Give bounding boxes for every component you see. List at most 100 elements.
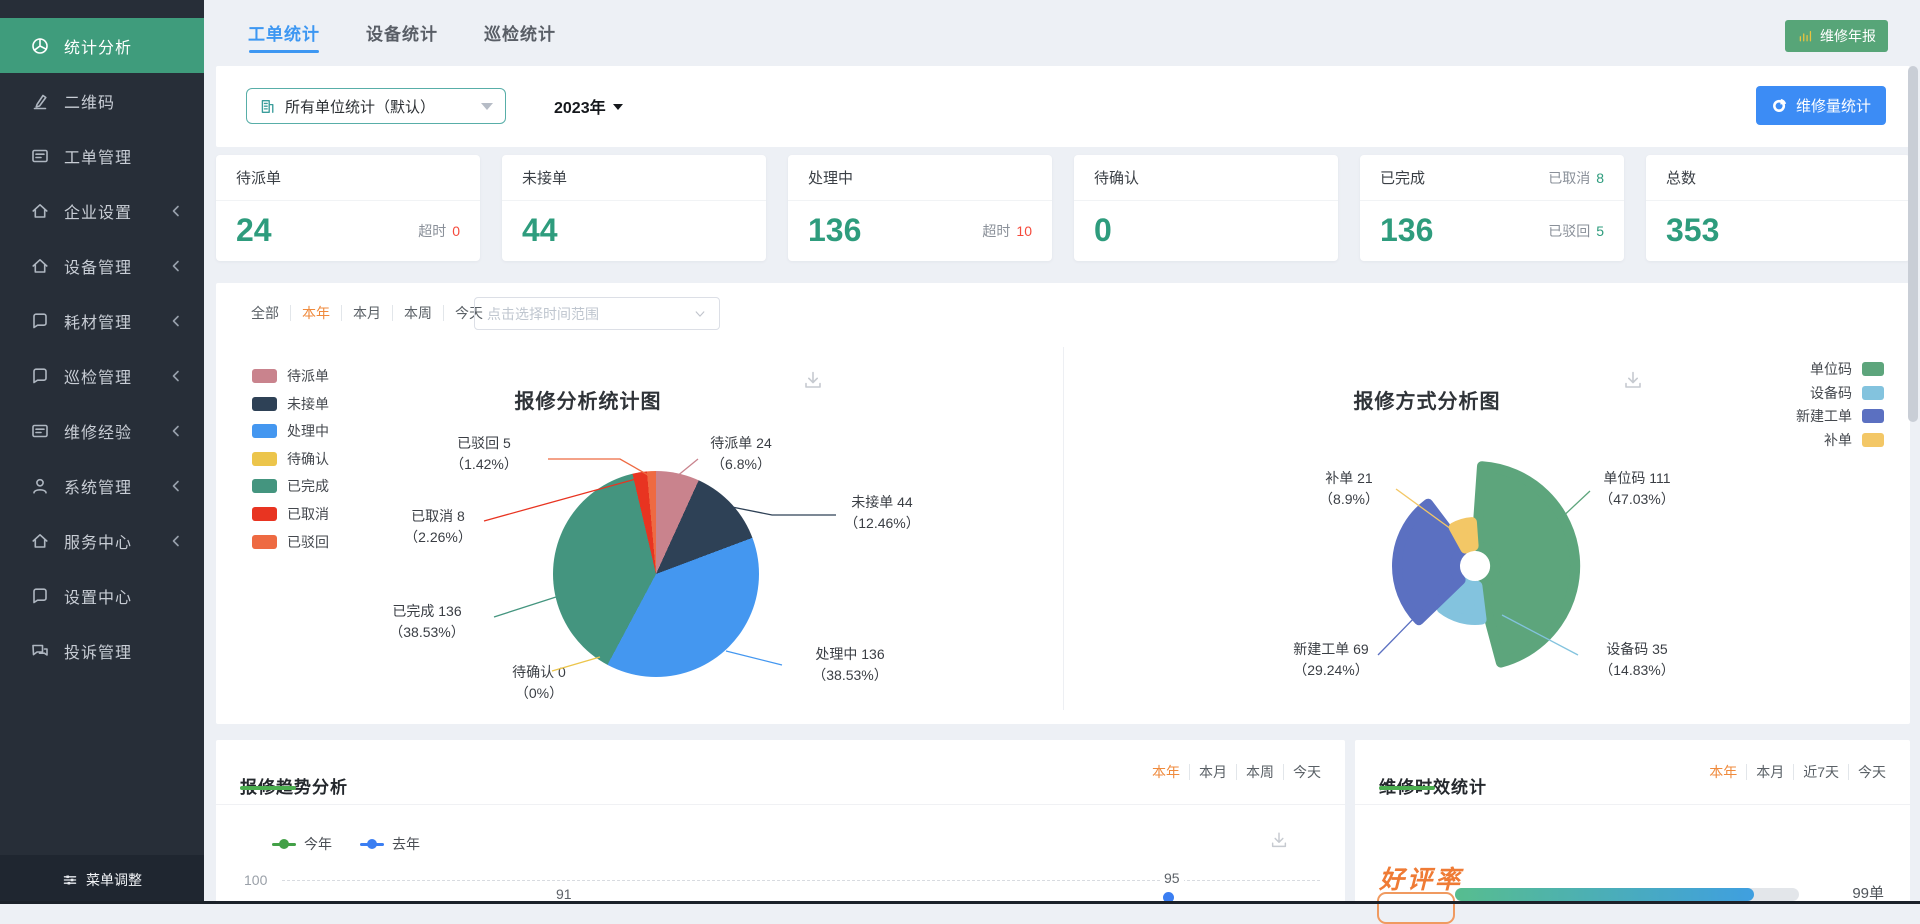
year-filter-select[interactable]: 2023年 (554, 94, 623, 118)
divider (216, 804, 1345, 805)
sidebar-item[interactable]: 设备管理 (0, 238, 204, 293)
sidebar-item[interactable]: 投诉管理 (0, 623, 204, 678)
download-icon[interactable] (802, 369, 824, 391)
efficiency-tab[interactable]: 近7天 (1793, 764, 1848, 780)
top-tab[interactable]: 巡检统计 (484, 25, 556, 44)
sidebar-item[interactable]: 巡检管理 (0, 348, 204, 403)
chart-divider (1063, 347, 1064, 710)
rose-label: 补单 21 （8.9%） (1319, 470, 1379, 507)
sidebar-item-label: 维修经验 (64, 424, 133, 442)
time-filter-option[interactable]: 本年 (290, 305, 341, 321)
time-filter: 全部 本年 本月 本周 今天 (240, 305, 494, 321)
legend-item[interactable]: 补单 (1796, 432, 1884, 448)
trend-tabs: 本年 本月 本周 今天 (1143, 764, 1321, 780)
legend-swatch (252, 451, 277, 466)
bar-chart-icon (1797, 28, 1813, 44)
time-filter-option[interactable]: 今天 (443, 305, 494, 321)
efficiency-tab[interactable]: 今天 (1848, 764, 1886, 780)
time-filter-option[interactable]: 本月 (341, 305, 392, 321)
method-chart-title: 报修方式分析图 (1353, 391, 1501, 413)
trend-tab[interactable]: 本年 (1152, 764, 1180, 780)
legend-item[interactable]: 待确认 (252, 451, 329, 467)
gridline (282, 880, 1320, 881)
pie-label: 已完成 136 （38.53%） (389, 603, 465, 640)
card-value: 136 (1380, 212, 1434, 248)
chat-square-icon (30, 586, 50, 606)
legend-item[interactable]: 已驳回 (252, 534, 329, 550)
card-title: 处理中 (808, 170, 854, 187)
legend-swatch (252, 479, 277, 494)
legend-item[interactable]: 未接单 (252, 396, 329, 412)
time-filter-option[interactable]: 全部 (251, 305, 279, 321)
legend-label: 新建工单 (1796, 408, 1852, 424)
legend-item[interactable]: 去年 (360, 834, 420, 854)
pie-chart-icon (30, 36, 50, 56)
sidebar-item[interactable]: 维修经验 (0, 403, 204, 458)
sidebar-item[interactable]: 工单管理 (0, 128, 204, 183)
sidebar-item[interactable]: 耗材管理 (0, 293, 204, 348)
work-order-charts-panel: 全部 本年 本月 本周 今天 点击选择时间范围 报修分析统计图 待派单 未接单 (216, 283, 1910, 724)
stat-card-completed: 已完成 已取消 8 136 已驳回 5 (1360, 155, 1624, 261)
analysis-legend: 待派单 未接单 处理中 待确认 已完成 (252, 368, 329, 562)
rose-label: 单位码 111 （47.03%） (1599, 470, 1675, 507)
legend-swatch (252, 506, 277, 521)
top-tab[interactable]: 工单统计 (248, 0, 320, 58)
time-filter-option[interactable]: 本周 (392, 305, 443, 321)
stat-card-total: 总数 353 (1646, 155, 1910, 261)
sidebar-item[interactable]: 系统管理 (0, 458, 204, 513)
analysis-pie-chart[interactable] (553, 471, 759, 677)
trend-tab[interactable]: 本月 (1189, 764, 1236, 780)
legend-swatch (1862, 362, 1884, 376)
sidebar-item-label: 企业设置 (64, 204, 133, 222)
legend-item[interactable]: 新建工单 (1796, 408, 1884, 424)
cancelled-label: 已取消 (1548, 169, 1591, 186)
data-point-label: 95 (1160, 870, 1184, 886)
order-count: 99单 (1852, 885, 1884, 902)
legend-item[interactable]: 已取消 (252, 505, 329, 522)
legend-label: 已取消 (287, 505, 329, 522)
legend-item[interactable]: 处理中 (252, 423, 329, 439)
efficiency-tab[interactable]: 本月 (1746, 764, 1793, 780)
rating-progress-fill (1455, 888, 1755, 901)
home-icon (30, 201, 50, 221)
sidebar-item[interactable]: 服务中心 (0, 513, 204, 568)
legend-item[interactable]: 已完成 (252, 478, 329, 494)
top-tab[interactable]: 设备统计 (366, 25, 438, 44)
efficiency-tab[interactable]: 本年 (1709, 764, 1738, 780)
repair-volume-button[interactable]: 维修量统计 (1755, 86, 1886, 125)
annual-report-button[interactable]: 维修年报 (1785, 20, 1888, 52)
legend-label: 去年 (392, 836, 420, 852)
method-rose-chart[interactable] (1275, 401, 1675, 731)
sidebar-item[interactable]: 统计分析 (0, 18, 204, 73)
divider (1355, 804, 1910, 805)
date-range-placeholder: 点击选择时间范围 (487, 305, 599, 322)
legend-item[interactable]: 待派单 (252, 368, 329, 384)
legend-item[interactable]: 设备码 (1796, 385, 1884, 401)
person-icon (30, 476, 50, 496)
card-value: 136 (808, 212, 862, 248)
unit-filter-select[interactable]: 所有单位统计（默认） (246, 88, 506, 124)
legend-swatch (252, 424, 277, 439)
date-range-select[interactable]: 点击选择时间范围 (474, 297, 720, 330)
download-icon[interactable] (1269, 830, 1289, 850)
download-icon[interactable] (1622, 369, 1644, 391)
menu-adjust-button[interactable]: 菜单调整 (0, 855, 204, 904)
card-value: 44 (522, 212, 558, 248)
card-title: 已完成 (1380, 170, 1426, 187)
chat-square-icon (30, 311, 50, 331)
pie-label: 已驳回 5 （1.42%） (450, 435, 518, 472)
sidebar-item[interactable]: 企业设置 (0, 183, 204, 238)
sidebar-item[interactable]: 二维码 (0, 73, 204, 128)
overtime-value: 10 (1016, 222, 1032, 239)
legend-item[interactable]: 今年 (272, 834, 332, 854)
pie-label: 处理中 136 （38.53%） (812, 646, 888, 683)
trend-tab[interactable]: 本周 (1236, 764, 1283, 780)
pie-label: 未接单 44 （12.46%） (844, 494, 920, 531)
trend-tab[interactable]: 今天 (1283, 764, 1321, 780)
filter-bar: 所有单位统计（默认） 2023年 维修量统计 (216, 66, 1910, 147)
sidebar-item[interactable]: 设置中心 (0, 568, 204, 623)
sliders-icon (62, 872, 78, 888)
legend-item[interactable]: 单位码 (1796, 361, 1884, 377)
card-title: 待确认 (1094, 170, 1140, 187)
vertical-scrollbar[interactable] (1908, 66, 1918, 422)
